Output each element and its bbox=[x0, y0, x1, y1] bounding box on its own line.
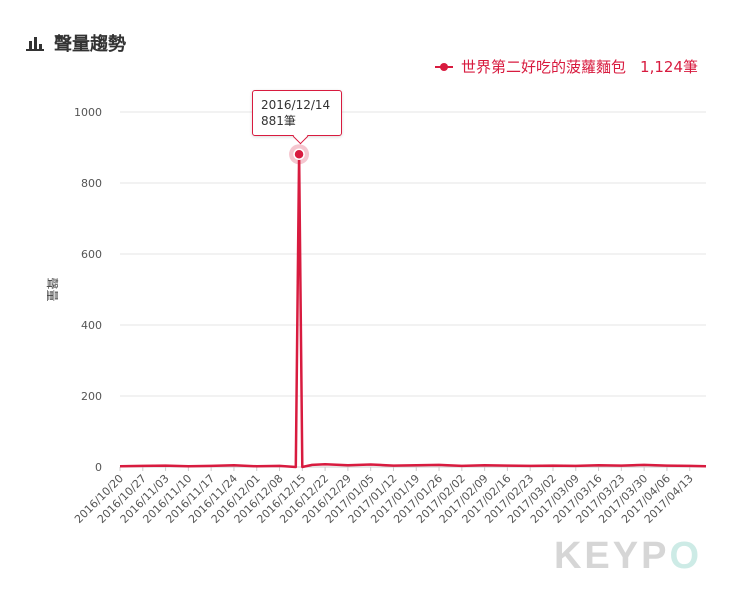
keypo-watermark: KEYPO bbox=[553, 535, 702, 577]
y-tick-label: 600 bbox=[81, 248, 102, 261]
y-tick-label: 800 bbox=[81, 177, 102, 190]
y-axis-label: 聲量 bbox=[45, 277, 60, 301]
chart-tooltip: 2016/12/14 881筆 bbox=[252, 90, 342, 136]
series-line bbox=[119, 152, 707, 469]
y-tick-label: 1000 bbox=[74, 106, 102, 119]
chart-title: 聲量趨勢 bbox=[54, 34, 126, 55]
highlight-point bbox=[293, 148, 305, 160]
y-tick-label: 400 bbox=[81, 319, 102, 332]
tooltip-value: 881筆 bbox=[261, 114, 296, 128]
legend-marker-icon bbox=[435, 62, 454, 72]
legend-label: 世界第二好吃的菠蘿麵包 bbox=[461, 58, 627, 76]
legend-count: 1,124筆 bbox=[640, 58, 698, 76]
y-tick-label: 0 bbox=[95, 461, 102, 474]
legend-item[interactable]: 世界第二好吃的菠蘿麵包 1,124筆 bbox=[435, 56, 698, 77]
chart-header: 聲量趨勢 bbox=[26, 30, 126, 56]
tooltip-date: 2016/12/14 bbox=[261, 98, 331, 112]
bar-chart-icon bbox=[26, 35, 44, 51]
y-tick-label: 200 bbox=[81, 390, 102, 403]
